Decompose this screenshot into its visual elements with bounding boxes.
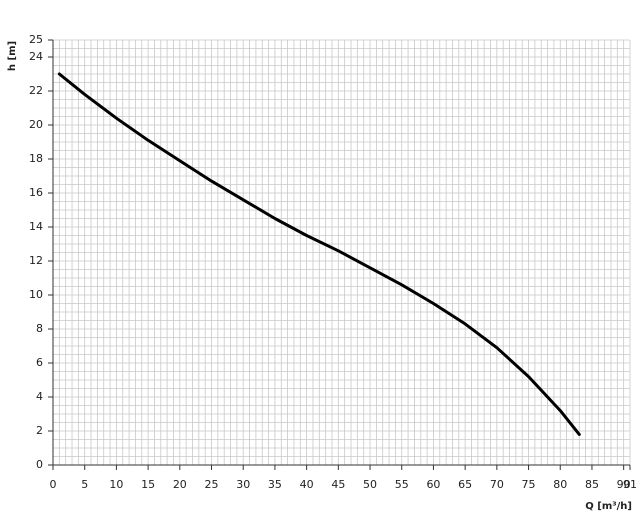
x-tick-label: 35 — [268, 478, 282, 491]
y-tick-label: 14 — [29, 220, 43, 233]
y-tick-label: 16 — [29, 186, 43, 199]
x-tick-label: 45 — [331, 478, 345, 491]
y-tick-label: 4 — [36, 390, 43, 403]
x-tick-label: 5 — [81, 478, 88, 491]
x-axis-label: Q [m³/h] — [585, 501, 632, 512]
curve — [57, 72, 581, 436]
x-tick-label: 50 — [363, 478, 377, 491]
y-tick-label: 12 — [29, 254, 43, 267]
x-tick-label: 80 — [553, 478, 567, 491]
x-tick-label: 85 — [585, 478, 599, 491]
x-tick-label: 0 — [50, 478, 57, 491]
x-tick-label: 75 — [522, 478, 536, 491]
x-tick-label: 90 — [617, 478, 631, 491]
x-tick-label: 30 — [236, 478, 250, 491]
x-tick-label: 20 — [173, 478, 187, 491]
x-tick-label: 15 — [141, 478, 155, 491]
x-tick-label: 55 — [395, 478, 409, 491]
y-tick-label: 22 — [29, 84, 43, 97]
x-tick-label: 40 — [300, 478, 314, 491]
x-tick-label: 60 — [426, 478, 440, 491]
y-tick-label: 2 — [36, 424, 43, 437]
x-tick-label: 91 — [623, 478, 637, 491]
y-tick-label: 8 — [36, 322, 43, 335]
y-tick-label: 20 — [29, 118, 43, 131]
x-tick-label: 65 — [458, 478, 472, 491]
y-tick-label: 6 — [36, 356, 43, 369]
x-tick-label: 25 — [205, 478, 219, 491]
y-tick-label: 0 — [36, 458, 43, 471]
y-tick-label: 18 — [29, 152, 43, 165]
y-tick-label: 10 — [29, 288, 43, 301]
y-tick-label: 25 — [29, 33, 43, 46]
y-axis-label: h [m] — [7, 41, 18, 71]
x-tick-label: 10 — [109, 478, 123, 491]
x-tick-label: 70 — [490, 478, 504, 491]
y-tick-label: 24 — [29, 50, 43, 63]
